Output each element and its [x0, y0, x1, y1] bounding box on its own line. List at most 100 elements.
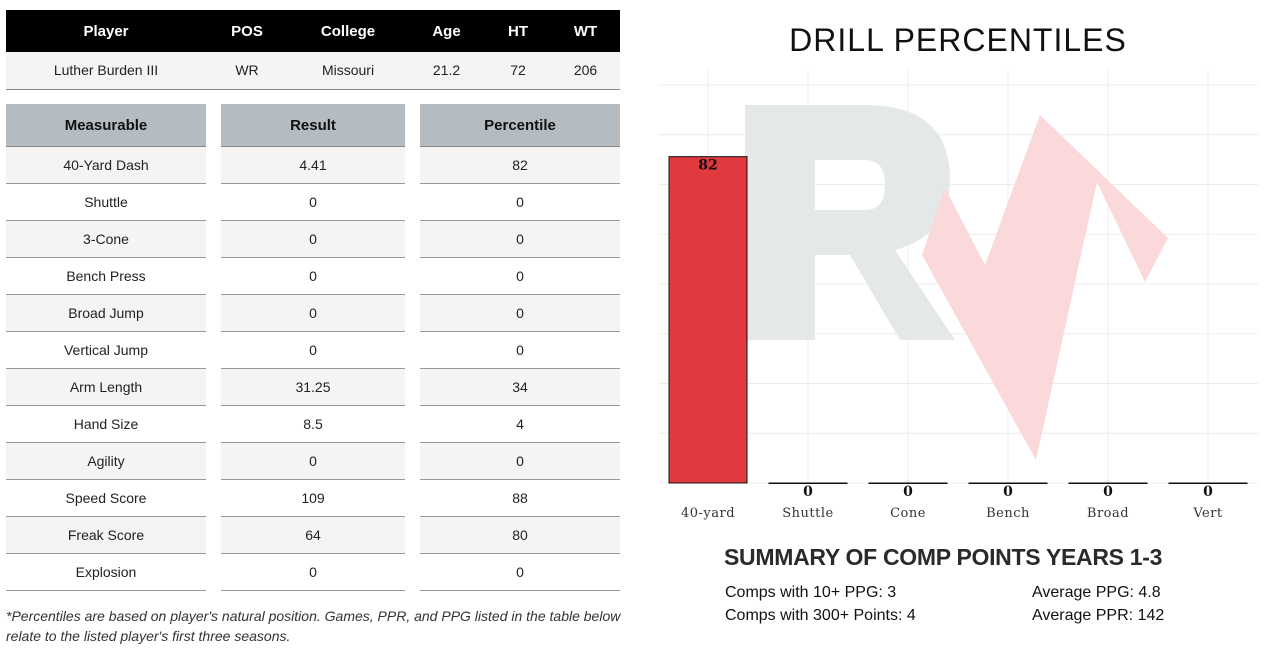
bar-cone: [868, 482, 948, 484]
measurable-percentile: 80: [420, 517, 620, 554]
player-info-row: Luther Burden III WR Missouri 21.2 72 20…: [6, 52, 620, 90]
comps-10-ppg: Comps with 10+ PPG: 3: [725, 584, 897, 601]
measurable-result: 0: [221, 554, 405, 591]
table-row: 40-Yard Dash 4.41 82: [6, 147, 620, 184]
bar-value-label: 0: [1003, 484, 1013, 500]
measurable-percentile: 0: [420, 184, 620, 221]
summary-title: SUMMARY OF COMP POINTS YEARS 1-3: [724, 544, 1163, 570]
bar-value-label: 0: [803, 484, 813, 500]
header-age: Age: [408, 10, 485, 52]
player-ht: 72: [485, 52, 551, 90]
footnote-line-1: *Percentiles are based on player's natur…: [6, 608, 621, 624]
x-tick-label: 40-yard: [681, 506, 735, 521]
player-name: Luther Burden III: [6, 52, 206, 90]
measurable-name: Freak Score: [6, 517, 206, 554]
table-row: Agility 0 0: [6, 443, 620, 480]
table-row: Freak Score 64 80: [6, 517, 620, 554]
header-result: Result: [221, 104, 405, 147]
table-row: 3-Cone 0 0: [6, 221, 620, 258]
header-pos: POS: [206, 10, 288, 52]
table-row: Arm Length 31.25 34: [6, 369, 620, 406]
average-ppg: Average PPG: 4.8: [1032, 584, 1161, 601]
measurable-name: 40-Yard Dash: [6, 147, 206, 184]
bar-shuttle: [768, 482, 848, 484]
table-row: Speed Score 109 88: [6, 480, 620, 517]
chart-labels: 82 40-yard 0 Shuttle 0 Cone 0 Bench 0 Broad 0 Vert: [681, 158, 1223, 521]
measurable-name: Vertical Jump: [6, 332, 206, 369]
measurables-body: 40-Yard Dash 4.41 82 Shuttle 0 0 3-Cone 0 0 Bench…: [6, 147, 620, 591]
table-row: Vertical Jump 0 0: [6, 332, 620, 369]
table-row: Shuttle 0 0: [6, 184, 620, 221]
measurable-result: 4.41: [221, 147, 405, 184]
header-college: College: [288, 10, 408, 52]
bar-bench: [968, 482, 1048, 484]
footnote-line-2: relate to the listed player's first thre…: [6, 628, 291, 644]
measurable-result: 64: [221, 517, 405, 554]
watermark-v-mark: [922, 115, 1168, 460]
measurables-table: Measurable Result Percentile 40-Yard Das…: [6, 104, 620, 591]
drill-percentiles-chart: 82 40-yard 0 Shuttle 0 Cone 0 Bench 0 Broad 0 Vert: [658, 70, 1258, 521]
table-row: Explosion 0 0: [6, 554, 620, 591]
measurable-percentile: 0: [420, 295, 620, 332]
measurable-result: 109: [221, 480, 405, 517]
player-college: Missouri: [288, 52, 408, 90]
bar-value-label: 0: [1203, 484, 1213, 500]
bar-value-label: 0: [903, 484, 913, 500]
table-row: Hand Size 8.5 4: [6, 406, 620, 443]
measurable-result: 0: [221, 258, 405, 295]
table-row: Bench Press 0 0: [6, 258, 620, 295]
header-player: Player: [6, 10, 206, 52]
player-pos: WR: [206, 52, 288, 90]
player-info-header-row: Player POS College Age HT WT: [6, 10, 620, 52]
measurable-percentile: 0: [420, 332, 620, 369]
measurable-percentile: 34: [420, 369, 620, 406]
measurable-percentile: 88: [420, 480, 620, 517]
header-ht: HT: [485, 10, 551, 52]
measurable-percentile: 0: [420, 554, 620, 591]
header-percentile: Percentile: [420, 104, 620, 147]
measurable-result: 0: [221, 184, 405, 221]
bar-value-label: 0: [1103, 484, 1113, 500]
measurable-result: 8.5: [221, 406, 405, 443]
measurable-result: 0: [221, 332, 405, 369]
footnote: *Percentiles are based on player's natur…: [6, 606, 626, 646]
player-wt: 206: [551, 52, 620, 90]
measurable-name: Shuttle: [6, 184, 206, 221]
measurable-name: Agility: [6, 443, 206, 480]
measurable-percentile: 0: [420, 258, 620, 295]
measurable-name: Hand Size: [6, 406, 206, 443]
measurable-name: Bench Press: [6, 258, 206, 295]
measurable-name: 3-Cone: [6, 221, 206, 258]
measurable-result: 0: [221, 443, 405, 480]
bar-vert: [1168, 482, 1248, 484]
header-wt: WT: [551, 10, 620, 52]
measurable-result: 0: [221, 295, 405, 332]
x-tick-label: Bench: [986, 506, 1030, 521]
measurable-name: Explosion: [6, 554, 206, 591]
bar-broad: [1068, 482, 1148, 484]
measurable-result: 31.25: [221, 369, 405, 406]
measurable-name: Arm Length: [6, 369, 206, 406]
watermark-r-letter: [745, 105, 955, 340]
chart-bars: [668, 156, 1248, 484]
bar-40-yard: [668, 156, 748, 484]
header-measurable: Measurable: [6, 104, 206, 147]
measurables-header-row: Measurable Result Percentile: [6, 104, 620, 147]
measurable-name: Broad Jump: [6, 295, 206, 332]
x-tick-label: Broad: [1087, 506, 1129, 521]
x-tick-label: Shuttle: [782, 506, 833, 521]
player-info-table: Player POS College Age HT WT Luther Burd…: [6, 10, 620, 90]
measurable-name: Speed Score: [6, 480, 206, 517]
table-row: Broad Jump 0 0: [6, 295, 620, 332]
bar-value-label: 82: [698, 158, 717, 174]
measurable-percentile: 0: [420, 443, 620, 480]
x-tick-label: Vert: [1192, 506, 1223, 521]
chart-title: DRILL PERCENTILES: [789, 22, 1127, 58]
watermark-logo: [745, 105, 1168, 460]
player-age: 21.2: [408, 52, 485, 90]
measurable-percentile: 82: [420, 147, 620, 184]
average-ppr: Average PPR: 142: [1032, 607, 1165, 624]
measurable-percentile: 4: [420, 406, 620, 443]
measurable-percentile: 0: [420, 221, 620, 258]
x-tick-label: Cone: [890, 506, 926, 521]
